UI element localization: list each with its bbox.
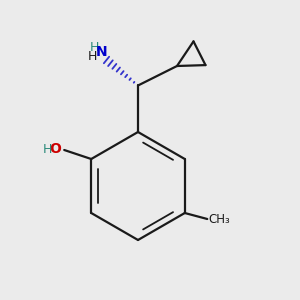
Text: H: H [90, 40, 99, 54]
Text: H: H [43, 142, 52, 156]
Text: O: O [50, 142, 61, 156]
Text: N: N [96, 45, 108, 59]
Text: H: H [88, 50, 97, 64]
Text: CH₃: CH₃ [209, 212, 230, 226]
